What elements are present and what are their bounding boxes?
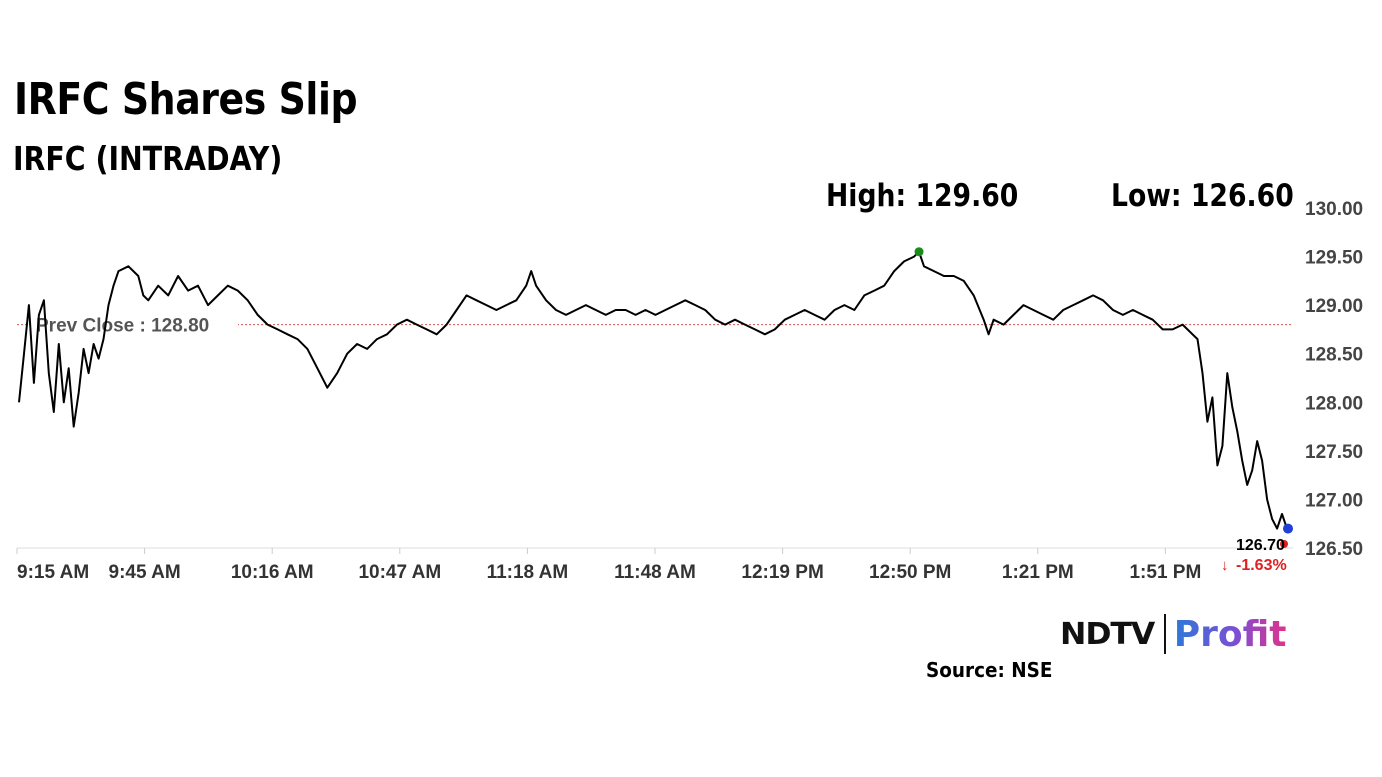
ndtv-profit-logo: NDTV Profit <box>1060 612 1286 656</box>
x-tick-label: 11:48 AM <box>614 562 696 583</box>
x-tick-label: 12:19 PM <box>741 562 823 583</box>
x-tick-label: 10:16 AM <box>231 562 314 583</box>
y-tick-label: 128.50 <box>1305 345 1363 366</box>
logo-divider <box>1163 614 1166 654</box>
x-tick-label: 9:45 AM <box>109 562 181 583</box>
logo-ndtv-text: NDTV <box>1060 616 1155 652</box>
x-tick-label: 11:18 AM <box>487 562 569 583</box>
prev-close-label: Prev Close : 128.80 <box>36 316 209 337</box>
logo-profit-text: Profit <box>1173 613 1287 655</box>
y-tick-label: 127.00 <box>1305 490 1363 511</box>
last-price-label: 126.70 <box>1236 537 1285 554</box>
chart-title: IRFC Shares Slip <box>14 74 358 125</box>
low-point-marker <box>1280 540 1288 548</box>
chart-subtitle: IRFC (INTRADAY) <box>13 139 283 178</box>
change-percent-label: -1.63% <box>1236 557 1287 574</box>
high-point-marker <box>914 247 924 257</box>
source-label: Source: NSE <box>926 658 1053 682</box>
x-tick-label: 1:51 PM <box>1129 562 1201 583</box>
y-tick-label: 126.50 <box>1305 539 1363 560</box>
down-arrow-icon: ↓ <box>1221 557 1229 574</box>
x-tick-label: 1:21 PM <box>1002 562 1074 583</box>
prev-close-label-bg <box>30 310 238 337</box>
y-tick-label: 129.50 <box>1305 248 1363 269</box>
x-tick-label: 9:15 AM <box>17 562 89 583</box>
y-tick-label: 127.50 <box>1305 442 1363 463</box>
y-tick-label: 128.00 <box>1305 393 1363 414</box>
price-line <box>18 250 1288 530</box>
last-price-marker <box>1283 523 1293 534</box>
day-high-label: High: 129.60 <box>826 178 1019 214</box>
x-tick-label: 10:47 AM <box>358 562 441 583</box>
x-tick-label: 12:50 PM <box>869 562 951 583</box>
y-tick-label: 130.00 <box>1305 199 1363 220</box>
day-low-label: Low: 126.60 <box>1111 178 1294 214</box>
y-tick-label: 129.00 <box>1305 296 1363 317</box>
